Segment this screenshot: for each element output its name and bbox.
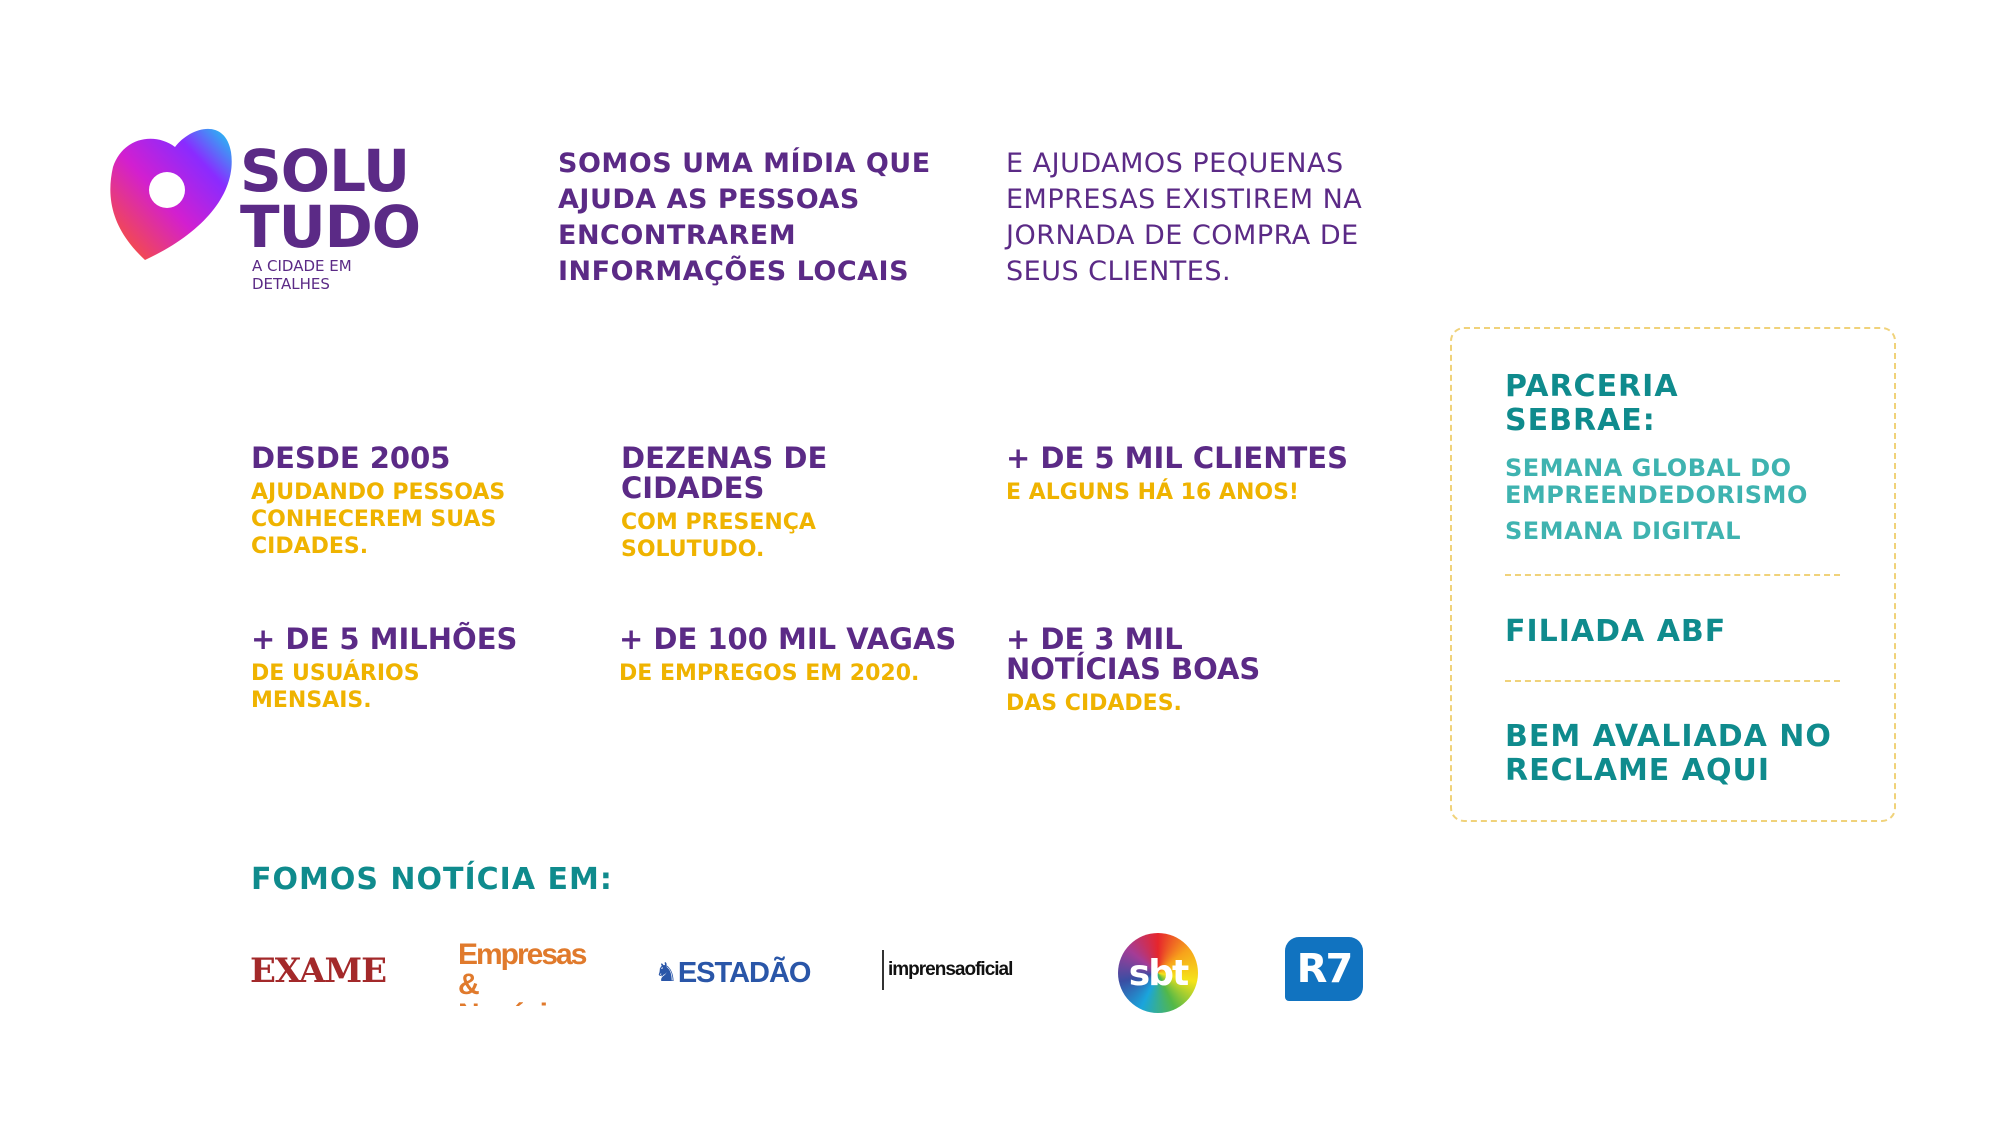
imprensa-oficial-logo-text: imprensaoficial <box>888 959 1013 980</box>
stat-subtitle: AJUDANDO PESSOAS CONHECEREM SUAS CIDADES… <box>251 480 506 559</box>
stat-subtitle: COM PRESENÇA SOLUTUDO. <box>621 510 816 562</box>
solutudo-heart-icon <box>110 128 232 260</box>
stat-title: + DE 3 MIL NOTÍCIAS BOAS <box>1006 622 1261 686</box>
stat-item: + DE 5 MILHÕES DE USUÁRIOS MENSAIS. <box>251 624 541 714</box>
stat-title: DESDE 2005 <box>251 441 451 475</box>
estadao-logo: ♞ ESTADÃO <box>654 955 812 991</box>
intro-description-line: EMPRESAS EXISTIREM NA <box>1006 184 1363 215</box>
partnership-item: SEMANA GLOBAL DO EMPREENDEDORISMO <box>1505 454 1808 509</box>
stat-item: DEZENAS DE CIDADES COM PRESENÇA SOLUTUDO. <box>621 443 861 563</box>
intro-headline-line: AJUDA AS PESSOAS <box>558 184 860 215</box>
intro-description-line: E AJUDAMOS PEQUENAS <box>1006 148 1344 179</box>
exame-logo: EXAME <box>248 950 388 992</box>
stat-item: DESDE 2005 AJUDANDO PESSOAS CONHECEREM SU… <box>251 443 541 560</box>
brand-logo: SOLU TUDO A CIDADE EM DETALHES <box>105 122 421 297</box>
intro-headline: SOMOS UMA MÍDIA QUE AJUDA AS PESSOAS ENC… <box>558 146 931 290</box>
stat-item: + DE 3 MIL NOTÍCIAS BOAS DAS CIDADES. <box>1006 624 1306 717</box>
press-title: FOMOS NOTÍCIA EM: <box>251 862 613 897</box>
empresas-negocios-logo-text: Empresas & Negócios <box>458 940 587 1006</box>
stat-item: + DE 100 MIL VAGAS DE EMPREGOS EM 2020. <box>619 624 979 687</box>
divider <box>1505 574 1840 576</box>
rating: BEM AVALIADA NO RECLAME AQUI <box>1505 719 1832 788</box>
affiliation: FILIADA ABF <box>1505 614 1727 649</box>
stat-subtitle: DE USUÁRIOS MENSAIS. <box>251 661 420 713</box>
stat-subtitle: DE EMPREGOS EM 2020. <box>619 661 920 686</box>
intro-description: E AJUDAMOS PEQUENAS EMPRESAS EXISTIREM N… <box>1006 146 1362 290</box>
stat-item: + DE 5 MIL CLIENTES E ALGUNS HÁ 16 ANOS! <box>1006 443 1366 506</box>
exame-logo-text: EXAME <box>249 951 387 991</box>
intro-description-line: SEUS CLIENTES. <box>1006 256 1232 287</box>
knight-icon: ♞ <box>654 958 678 988</box>
intro-headline-line: ENCONTRAREM <box>558 220 797 251</box>
intro-headline-line: SOMOS UMA MÍDIA QUE <box>558 148 931 179</box>
stat-title: + DE 100 MIL VAGAS <box>619 622 957 656</box>
estadao-logo-text: ESTADÃO <box>677 956 812 989</box>
imprensa-oficial-logo: imprensaoficial <box>882 950 1047 990</box>
sbt-logo: sbt <box>1118 933 1198 1013</box>
sbt-logo-text: sbt <box>1128 952 1189 994</box>
brand-tagline-line1: A CIDADE EM <box>252 257 352 275</box>
stat-title: + DE 5 MIL CLIENTES <box>1006 441 1348 475</box>
brand-name-line2: TUDO <box>240 193 421 261</box>
stat-title: + DE 5 MILHÕES <box>251 622 518 656</box>
intro-headline-line: INFORMAÇÕES LOCAIS <box>558 256 910 287</box>
brand-name-line1: SOLU <box>240 137 410 205</box>
credentials-box <box>1450 327 1896 822</box>
brand-tagline-line2: DETALHES <box>252 275 330 293</box>
partnership-title: PARCERIA SEBRAE: <box>1505 369 1679 438</box>
r7-logo-text: R7 <box>1296 946 1354 992</box>
stat-title: DEZENAS DE CIDADES <box>621 441 828 505</box>
stat-subtitle: E ALGUNS HÁ 16 ANOS! <box>1006 480 1299 505</box>
intro-description-line: JORNADA DE COMPRA DE <box>1006 220 1359 251</box>
empresas-negocios-logo: Empresas & Negócios <box>458 940 590 1006</box>
r7-logo: R7 <box>1285 937 1363 1001</box>
divider <box>1505 680 1840 682</box>
stat-subtitle: DAS CIDADES. <box>1006 691 1182 716</box>
partnership-item: SEMANA DIGITAL <box>1505 517 1742 545</box>
